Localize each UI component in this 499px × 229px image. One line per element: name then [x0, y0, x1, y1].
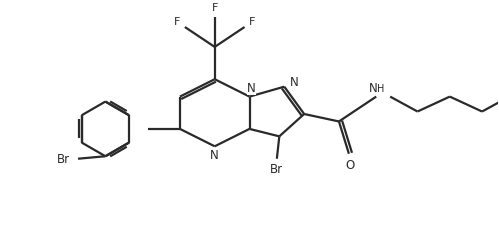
- Text: N: N: [211, 149, 219, 161]
- Text: F: F: [212, 3, 218, 13]
- Text: N: N: [247, 82, 256, 95]
- Text: F: F: [174, 17, 181, 27]
- Text: N: N: [369, 82, 378, 95]
- Text: Br: Br: [56, 153, 70, 166]
- Text: O: O: [345, 158, 354, 172]
- Text: N: N: [290, 76, 298, 89]
- Text: H: H: [377, 83, 384, 93]
- Text: Br: Br: [270, 162, 283, 175]
- Text: F: F: [249, 17, 255, 27]
